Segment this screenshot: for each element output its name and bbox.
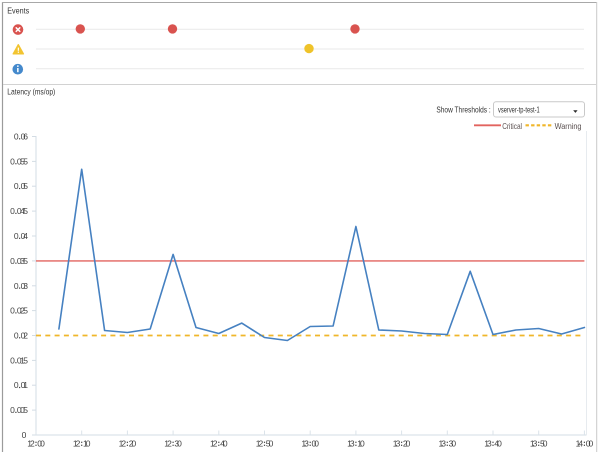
svg-text:0: 0 <box>14 231 19 241</box>
svg-text:00: 00 <box>312 439 320 449</box>
svg-text:055: 055 <box>17 156 28 166</box>
svg-text:Critical: Critical <box>502 121 522 131</box>
svg-text:Latency (ms/op): Latency (ms/op) <box>7 87 55 97</box>
svg-text:0: 0 <box>14 331 19 341</box>
svg-text:14: 14 <box>576 439 584 449</box>
svg-text:vserver-tp-test-1: vserver-tp-test-1 <box>498 105 540 115</box>
svg-text:035: 035 <box>17 256 28 266</box>
svg-text:0: 0 <box>14 132 19 142</box>
svg-text:03: 03 <box>21 281 29 291</box>
svg-text:13: 13 <box>393 439 401 449</box>
svg-text:30: 30 <box>174 439 182 449</box>
svg-text:12: 12 <box>164 439 172 449</box>
svg-text:12: 12 <box>256 439 264 449</box>
svg-text:12: 12 <box>119 439 127 449</box>
svg-text:13: 13 <box>484 439 492 449</box>
svg-text:0: 0 <box>14 181 19 191</box>
svg-text:00: 00 <box>586 439 594 449</box>
svg-text:02: 02 <box>21 331 29 341</box>
svg-text:12: 12 <box>73 439 81 449</box>
svg-text:0: 0 <box>10 256 15 266</box>
svg-text:Warning: Warning <box>555 121 582 131</box>
svg-text:10: 10 <box>357 439 365 449</box>
svg-text:01: 01 <box>21 380 29 390</box>
svg-text:0: 0 <box>10 206 15 216</box>
svg-text:0: 0 <box>14 380 19 390</box>
svg-text:00: 00 <box>37 439 45 449</box>
svg-text:0: 0 <box>10 306 15 316</box>
svg-text:06: 06 <box>21 132 29 142</box>
svg-text:13: 13 <box>347 439 355 449</box>
svg-text:20: 20 <box>403 439 411 449</box>
svg-text:05: 05 <box>21 181 29 191</box>
svg-text:0: 0 <box>10 405 15 415</box>
svg-text:30: 30 <box>449 439 457 449</box>
svg-text:005: 005 <box>17 405 28 415</box>
svg-text:045: 045 <box>17 206 28 216</box>
svg-text:10: 10 <box>83 439 91 449</box>
svg-text:0: 0 <box>10 156 15 166</box>
svg-text:13: 13 <box>301 439 309 449</box>
svg-text:0: 0 <box>22 430 27 440</box>
svg-text:025: 025 <box>17 306 28 316</box>
svg-text:13: 13 <box>530 439 538 449</box>
svg-text:20: 20 <box>129 439 137 449</box>
svg-text:Show Thresholds :: Show Thresholds : <box>436 105 490 115</box>
svg-text:04: 04 <box>21 231 29 241</box>
svg-text:40: 40 <box>494 439 502 449</box>
svg-text:12: 12 <box>210 439 218 449</box>
svg-text:0: 0 <box>14 281 19 291</box>
svg-text:40: 40 <box>220 439 228 449</box>
svg-text:50: 50 <box>540 439 548 449</box>
svg-text:50: 50 <box>266 439 274 449</box>
svg-text:0: 0 <box>10 355 15 365</box>
svg-text:12: 12 <box>27 439 35 449</box>
svg-text:015: 015 <box>17 355 28 365</box>
svg-text:13: 13 <box>439 439 447 449</box>
svg-text:Events: Events <box>7 5 29 15</box>
